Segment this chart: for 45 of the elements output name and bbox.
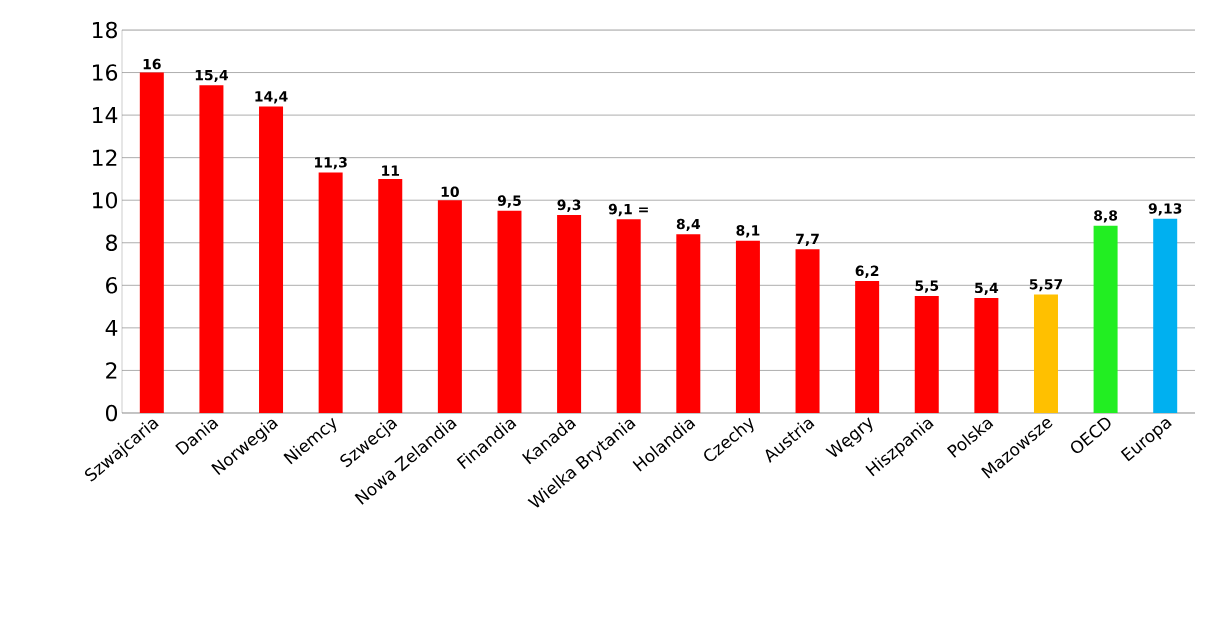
data-label: 8,1 [736, 225, 760, 238]
y-tick-label: 12 [93, 149, 117, 166]
y-tick-label: 10 [93, 191, 118, 209]
bar [557, 215, 582, 413]
bar [855, 281, 880, 413]
data-label: 5,4 [975, 282, 999, 295]
data-label: 15,4 [195, 69, 228, 83]
bar [318, 172, 343, 413]
data-label: 9,1 = [608, 203, 648, 217]
bar [1153, 218, 1178, 413]
data-label: 8,4 [676, 218, 701, 232]
bar [735, 240, 760, 413]
bar [437, 200, 462, 413]
bar [1033, 294, 1058, 413]
y-tick-label: 14 [93, 107, 118, 124]
data-label: 8,8 [1094, 210, 1118, 223]
y-tick-label: 18 [93, 21, 117, 39]
bar [199, 85, 224, 413]
data-label: 16 [143, 58, 161, 70]
data-label: 9,3 [557, 199, 581, 212]
y-tick-label: 4 [105, 319, 118, 336]
bar [139, 72, 164, 413]
bar [259, 106, 284, 413]
data-label: 11,3 [315, 157, 347, 170]
y-tick-label: 16 [93, 64, 118, 81]
data-label: 7,7 [796, 233, 819, 246]
data-label: 10 [441, 186, 459, 198]
bar [616, 219, 641, 413]
y-tick-label: 8 [106, 234, 117, 252]
bar [676, 234, 701, 413]
data-label: 11 [382, 165, 400, 176]
bar [497, 210, 522, 413]
data-label: 9,5 [497, 195, 521, 208]
bar [795, 249, 820, 413]
data-label: 6,2 [855, 265, 879, 278]
bar [914, 295, 939, 413]
bar [974, 298, 999, 413]
bar [378, 178, 403, 413]
data-label: 5,5 [915, 280, 939, 293]
bar [1093, 225, 1118, 413]
data-label: 5,57 [1029, 279, 1063, 292]
y-tick-label: 2 [106, 362, 117, 379]
data-label: 9,13 [1148, 203, 1182, 216]
y-tick-label: 6 [106, 277, 118, 294]
data-label: 14,4 [255, 91, 288, 104]
